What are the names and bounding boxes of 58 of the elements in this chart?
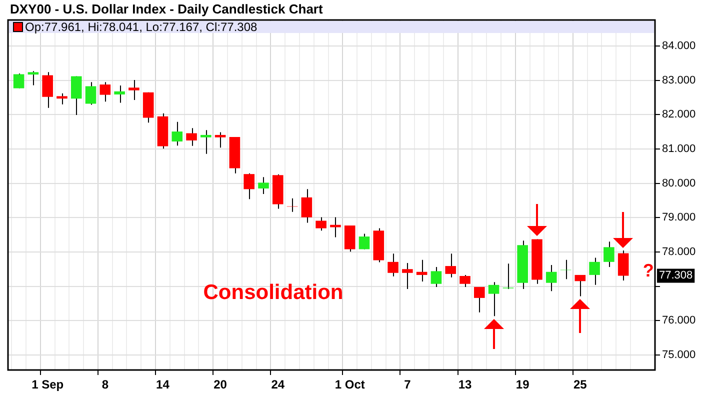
candlestick <box>604 241 614 268</box>
candlestick <box>358 233 370 250</box>
x-tick-label: 1 Sep <box>32 378 64 392</box>
candlestick <box>244 172 254 200</box>
x-tick-label: 19 <box>516 378 530 392</box>
annotation: Consolidation <box>203 280 344 304</box>
y-tick-label: 80.000 <box>662 177 696 190</box>
candlestick <box>172 121 183 146</box>
candlestick <box>258 176 269 194</box>
candlestick <box>186 128 197 146</box>
y-tick-label: 84.000 <box>662 40 696 52</box>
candlestick <box>214 132 226 148</box>
candlestick <box>618 250 629 282</box>
candlestick <box>488 282 500 317</box>
y-tick-label: 81.000 <box>662 143 696 156</box>
candlestick <box>85 82 96 106</box>
candlestick <box>316 216 326 232</box>
candlestick <box>416 259 428 282</box>
x-tick-label: 25 <box>573 378 588 392</box>
candlestick <box>330 216 341 238</box>
text: 77.308 <box>659 270 693 282</box>
candlestick <box>445 253 456 278</box>
candlestick <box>13 73 24 89</box>
candlestick <box>344 225 356 252</box>
chart-title: DXY00 - U.S. Dollar Index - Daily Candlestick Chart <box>10 2 324 17</box>
candlestick <box>28 70 39 86</box>
y-tick-label: 83.000 <box>662 74 696 86</box>
x-tick-label: 7 <box>404 378 412 392</box>
text: ? <box>642 260 654 281</box>
candlestick <box>430 266 442 288</box>
x-tick-label: 20 <box>214 378 228 392</box>
y-tick-label: 75.000 <box>662 348 696 361</box>
candlestick <box>114 85 125 104</box>
candlestick <box>42 72 53 108</box>
candlestick <box>128 80 140 100</box>
candlestick <box>70 76 82 116</box>
x-tick-label: 14 <box>156 378 170 392</box>
candlestick <box>388 253 398 277</box>
x-tick-label: 8 <box>102 378 109 392</box>
candlestick <box>56 92 68 105</box>
candlestick <box>589 257 600 286</box>
y-tick-label: 82.000 <box>662 108 696 121</box>
y-tick-label: 78.000 <box>662 246 696 258</box>
candlestick <box>200 130 212 154</box>
candlestick <box>502 263 514 290</box>
candlestick <box>574 274 586 297</box>
y-tick-label: 79.000 <box>662 212 696 224</box>
x-tick-label: 13 <box>458 378 472 392</box>
y-tick-label: 76.000 <box>662 314 696 327</box>
candlestick <box>460 274 470 288</box>
candlestick <box>301 188 312 224</box>
candlestick <box>546 264 557 292</box>
x-tick-label: 1 Oct <box>334 378 365 392</box>
candlestick <box>402 262 413 290</box>
chart-subtitle: Op:77.961, Hi:78.041, Lo:77.167, Cl:77.308 <box>25 20 258 34</box>
candlestick <box>100 82 111 102</box>
candlestick <box>474 286 485 313</box>
x-tick-label: 24 <box>271 378 285 392</box>
